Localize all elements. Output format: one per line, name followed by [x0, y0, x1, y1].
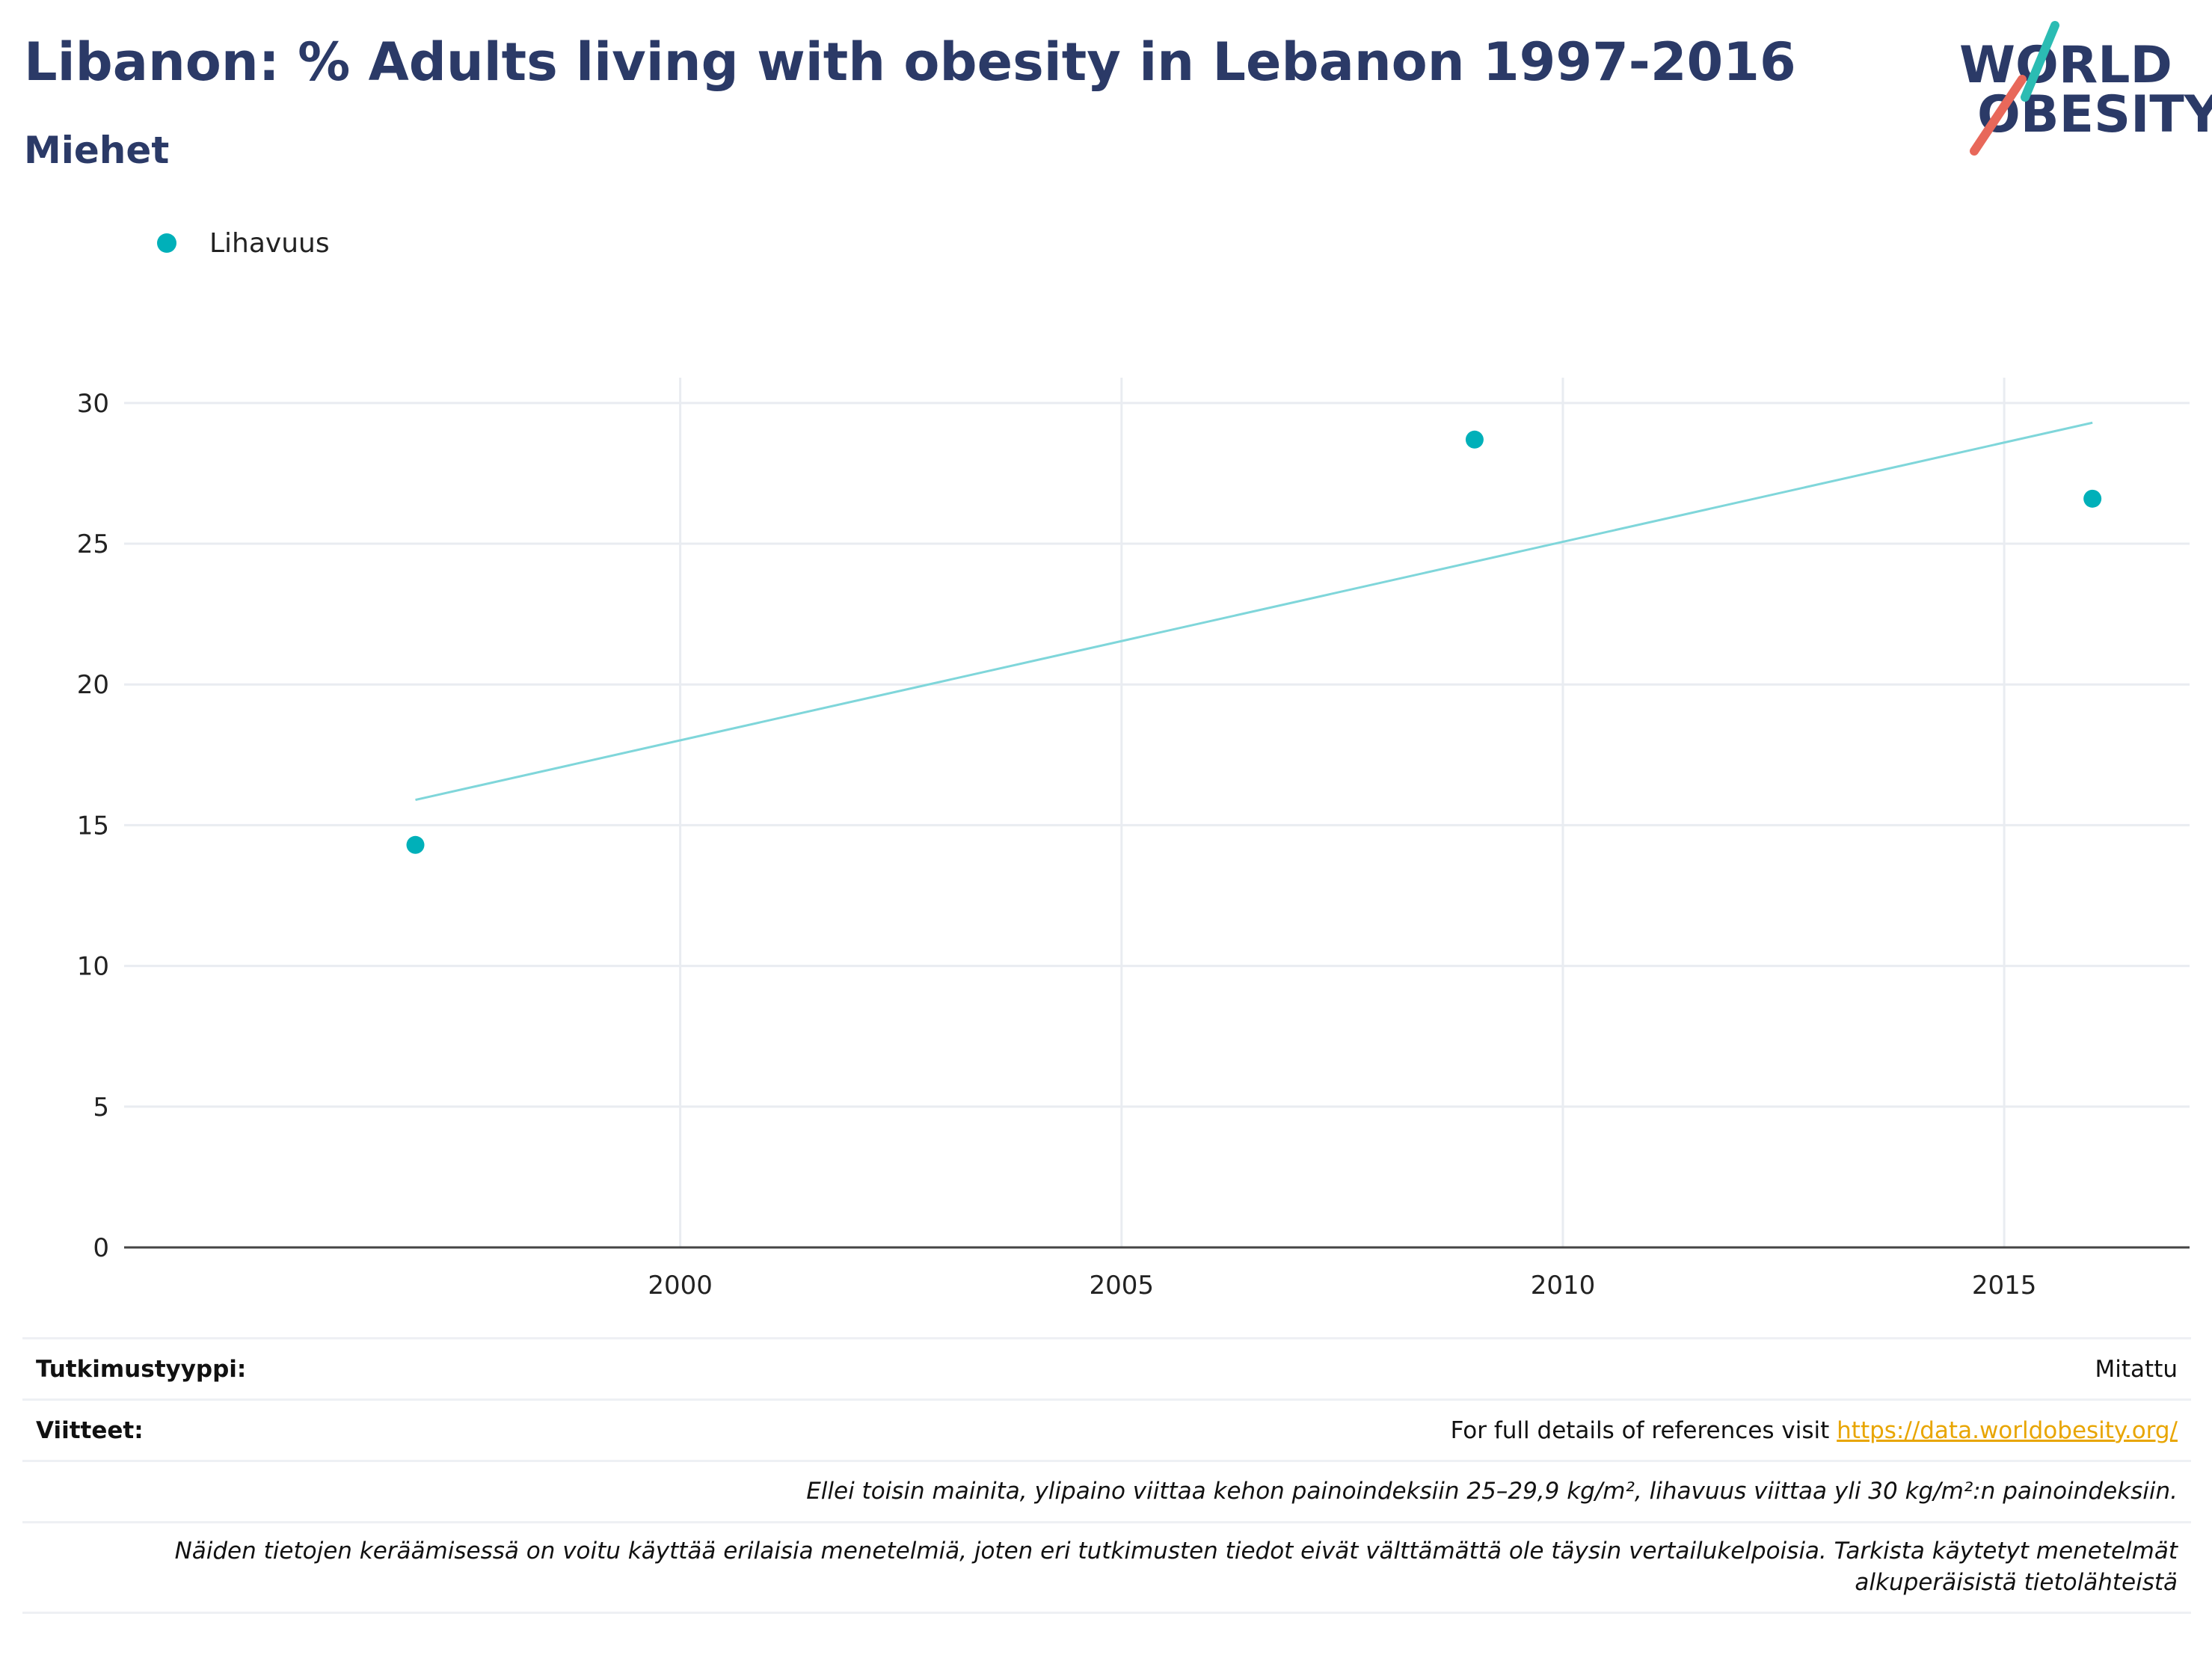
logo-text-obesity: OBESITY: [1977, 85, 2212, 144]
chart-legend[interactable]: Lihavuus: [157, 224, 330, 262]
y-tick-label: 15: [77, 811, 109, 841]
legend-label: Lihavuus: [209, 227, 330, 259]
scatter-chart[interactable]: 0 5 10 15 20 25 30 2000 2005 2010 2015: [0, 0, 2212, 1331]
references-text: For full details of references visit: [1450, 1416, 1837, 1444]
data-point[interactable]: [1465, 430, 1484, 449]
references-label: Viitteet:: [36, 1416, 144, 1444]
x-tick-label: 2000: [648, 1271, 713, 1301]
y-tick-label: 20: [77, 670, 109, 700]
chart-title: Libanon: % Adults living with obesity in…: [24, 31, 1796, 93]
chart-subtitle: Miehet: [24, 129, 170, 172]
y-tick-label: 25: [77, 529, 109, 559]
footer-row-note-definitions: Ellei toisin mainita, ylipaino viittaa k…: [22, 1460, 2191, 1521]
references-value: For full details of references visit htt…: [1451, 1417, 2178, 1444]
footer-row-note-methods: Näiden tietojen keräämisessä on voitu kä…: [22, 1521, 2191, 1614]
logo-slash-icon: [1970, 21, 2059, 156]
chart-footer: Tutkimustyyppi: Mitattu Viitteet: For fu…: [22, 1337, 2191, 1614]
y-tick-label: 5: [93, 1093, 109, 1123]
footer-row-references: Viitteet: For full details of references…: [22, 1398, 2191, 1460]
x-tick-label: 2015: [1972, 1271, 2037, 1301]
world-obesity-logo: WORLD OBESITY: [1944, 19, 2212, 162]
trend-line: [415, 421, 2093, 802]
definitions-note: Ellei toisin mainita, ylipaino viittaa k…: [806, 1477, 2178, 1505]
references-link[interactable]: https://data.worldobesity.org/: [1837, 1416, 2178, 1444]
x-tick-label: 2005: [1090, 1271, 1155, 1301]
footer-row-study-type: Tutkimustyyppi: Mitattu: [22, 1337, 2191, 1398]
data-point[interactable]: [406, 835, 425, 854]
methods-note: Näiden tietojen keräämisessä on voitu kä…: [174, 1538, 2178, 1596]
logo-text-world: WORLD: [1959, 36, 2172, 95]
legend-marker-dot: [157, 233, 176, 253]
y-tick-label: 10: [77, 952, 109, 982]
study-type-value: Mitattu: [2095, 1355, 2178, 1383]
x-tick-label: 2010: [1531, 1271, 1596, 1301]
study-type-label: Tutkimustyyppi:: [36, 1355, 247, 1383]
data-point[interactable]: [2083, 489, 2102, 508]
y-tick-label: 0: [93, 1233, 109, 1263]
y-tick-label: 30: [77, 389, 109, 419]
